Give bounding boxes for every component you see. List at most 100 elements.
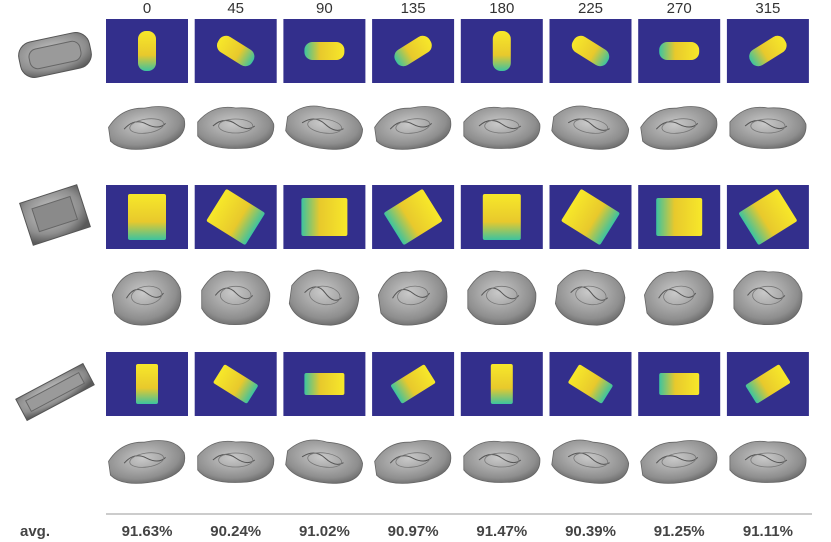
mesh-body <box>288 269 360 326</box>
depth-shape <box>659 42 700 60</box>
mesh-render <box>108 106 186 150</box>
depth-shape <box>561 189 620 245</box>
mesh-detail <box>389 121 432 130</box>
mesh-detail <box>212 120 256 130</box>
mesh-render <box>288 269 360 326</box>
depth-shape-body <box>391 364 436 404</box>
mesh-hollow <box>486 285 518 305</box>
depth-shape-body <box>659 42 700 60</box>
avg-value: 91.11% <box>743 523 793 540</box>
avg-value: 91.63% <box>122 523 173 540</box>
depth-shape <box>136 364 158 404</box>
depth-shape <box>216 35 255 67</box>
depth-shape <box>384 189 442 245</box>
mesh-detail <box>744 120 788 130</box>
mesh-detail <box>481 287 520 300</box>
mesh-body <box>197 440 275 483</box>
mesh-body <box>463 440 541 483</box>
mesh-hollow <box>575 285 607 306</box>
mesh-render <box>640 440 718 484</box>
mesh-hollow <box>395 452 431 468</box>
avg-value: 91.47% <box>476 523 527 540</box>
mesh-detail <box>747 287 786 300</box>
depth-shape <box>490 364 513 404</box>
depth-shape <box>128 194 166 240</box>
mesh-hollow <box>750 452 786 468</box>
mesh-detail <box>655 121 699 130</box>
avg-value: 90.97% <box>388 523 439 540</box>
mesh-body <box>729 106 807 149</box>
mesh-detail <box>301 452 344 465</box>
mesh-render <box>197 106 275 149</box>
depth-shape-body <box>301 198 348 236</box>
mesh-hollow <box>219 285 252 305</box>
mesh-render <box>467 270 537 326</box>
depth-shape-body <box>656 198 703 236</box>
column-header: 135 <box>401 0 426 17</box>
depth-shape-body <box>138 31 156 71</box>
mesh-body <box>554 269 626 326</box>
mesh-detail <box>658 288 697 299</box>
depth-shape <box>568 364 613 404</box>
mesh-render <box>374 440 452 484</box>
mesh-detail <box>214 287 254 300</box>
depth-shape-body <box>659 373 700 395</box>
mesh-detail <box>123 455 166 464</box>
depth-shape <box>304 373 345 395</box>
depth-shape-body <box>128 194 166 240</box>
depth-shape-body <box>384 189 442 245</box>
mesh-hollow <box>307 452 343 468</box>
avg-value: 91.25% <box>654 523 705 540</box>
mesh-render <box>111 270 182 326</box>
mesh-detail <box>392 288 430 299</box>
depth-shape <box>213 364 258 404</box>
mesh-render <box>551 439 630 484</box>
mesh-hollow <box>661 118 697 134</box>
mesh-hollow <box>573 452 609 468</box>
depth-shape-body <box>739 189 797 245</box>
depth-shape-body <box>490 364 513 404</box>
depth-shape-body <box>304 373 345 395</box>
depth-shape-body <box>304 42 345 60</box>
mesh-hollow <box>661 452 697 468</box>
mesh-render <box>197 440 275 483</box>
column-header: 225 <box>578 0 603 17</box>
column-header: 0 <box>143 0 151 17</box>
mesh-hollow <box>484 118 520 134</box>
mesh-render <box>285 105 363 150</box>
depth-shape-body <box>568 364 613 404</box>
mesh-hollow <box>663 285 695 306</box>
mesh-render <box>729 106 807 149</box>
depth-shape <box>391 364 436 404</box>
mesh-detail <box>567 452 610 465</box>
mesh-hollow <box>129 452 165 468</box>
mesh-body <box>551 439 630 484</box>
mesh-body <box>285 105 363 150</box>
mesh-detail <box>478 120 522 130</box>
depth-shape <box>571 35 610 67</box>
mesh-render <box>463 106 541 149</box>
depth-shape-body <box>745 364 790 404</box>
column-header: 180 <box>489 0 514 17</box>
mesh-detail <box>567 118 610 131</box>
mesh-detail <box>123 121 166 130</box>
depth-shape-body <box>136 364 158 404</box>
avg-value: 90.24% <box>210 523 261 540</box>
mesh-render <box>733 270 803 326</box>
depth-shape-body <box>749 35 787 67</box>
mesh-hollow <box>484 452 520 468</box>
mesh-hollow <box>218 118 254 134</box>
depth-shape <box>301 198 348 236</box>
depth-shape <box>482 194 521 240</box>
mesh-detail <box>655 455 699 464</box>
mesh-render <box>640 106 718 150</box>
mesh-hollow <box>397 285 429 306</box>
mesh-body <box>108 106 186 150</box>
mesh-body <box>467 270 537 326</box>
mesh-body <box>285 439 363 484</box>
depth-shape-body <box>216 35 255 67</box>
depth-shape <box>394 35 432 67</box>
mesh-detail <box>478 454 522 464</box>
mesh-detail <box>126 288 164 299</box>
depth-shape <box>492 31 511 71</box>
